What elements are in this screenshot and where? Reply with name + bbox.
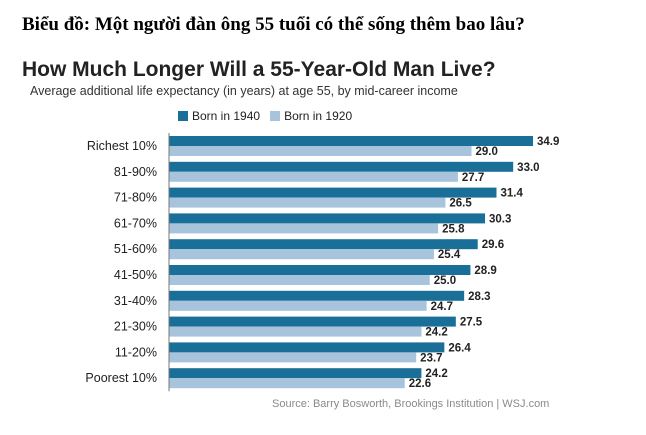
bar-born-1920 [169,352,417,363]
bar-born-1940 [169,161,514,172]
data-label: 30.3 [489,213,511,225]
bar-born-1920 [169,378,405,389]
data-label: 31.4 [500,188,523,200]
bar-born-1940 [169,213,486,224]
bar-born-1920 [169,223,439,234]
bar-born-1940 [169,239,478,250]
data-label: 29.6 [482,239,504,251]
data-label: 27.5 [460,317,483,329]
category-label: 81-90% [114,165,157,179]
legend-swatch-series-1 [270,111,281,121]
bar-born-1940 [169,316,456,327]
legend-item-series-0: Born in 1940 [178,109,260,123]
data-label: 34.9 [537,136,559,148]
chart-legend: Born in 1940 Born in 1920 [178,109,352,123]
category-label: 31-40% [114,294,157,308]
bar-born-1920 [169,249,434,260]
legend-swatch-series-0 [178,111,188,121]
bar-born-1920 [169,146,472,156]
data-label: 28.9 [474,265,496,277]
data-label: 25.0 [434,275,456,287]
legend-item-series-1: Born in 1920 [270,109,352,123]
bar-born-1920 [169,326,422,337]
data-label: 33.0 [517,162,539,174]
data-label: 25.4 [438,249,461,261]
data-label: 24.2 [425,327,447,339]
data-label: 24.7 [431,301,453,313]
data-label: 23.7 [420,352,442,364]
category-label: 61-70% [114,216,157,230]
category-label: 51-60% [114,242,157,256]
bar-born-1940 [169,342,445,353]
bar-born-1940 [169,187,497,198]
data-label: 26.5 [449,198,472,210]
category-label: 11-20% [115,345,157,359]
category-label: Poorest 10% [85,371,157,385]
bar-born-1920 [169,275,430,285]
chart-source: Source: Barry Bosworth, Brookings Instit… [272,398,550,410]
bar-born-1940 [169,368,422,379]
chart-title: How Much Longer Will a 55-Year-Old Man L… [22,58,496,81]
data-label: 22.6 [409,378,431,390]
chart-subtitle: Average additional life expectancy (in y… [30,84,458,98]
bar-born-1920 [169,300,427,311]
category-label: 41-50% [114,268,157,282]
category-label: 21-30% [114,320,157,334]
data-label: 25.8 [442,223,465,235]
bar-born-1940 [169,290,465,301]
legend-label-series-0: Born in 1940 [192,109,261,123]
category-label: 71-80% [114,191,157,205]
data-label: 24.2 [425,368,447,380]
bar-born-1920 [169,171,458,182]
page-heading: Biểu đồ: Một người đàn ông 55 tuổi có th… [22,14,525,35]
legend-label-series-1: Born in 1920 [284,109,353,123]
data-label: 28.3 [468,291,490,303]
data-label: 27.7 [462,172,484,184]
data-label: 29.0 [475,146,497,158]
category-label: Richest 10% [87,139,157,153]
bar-born-1940 [169,265,471,275]
data-label: 26.4 [448,342,471,354]
bar-born-1940 [169,136,533,146]
bar-born-1920 [169,197,446,208]
